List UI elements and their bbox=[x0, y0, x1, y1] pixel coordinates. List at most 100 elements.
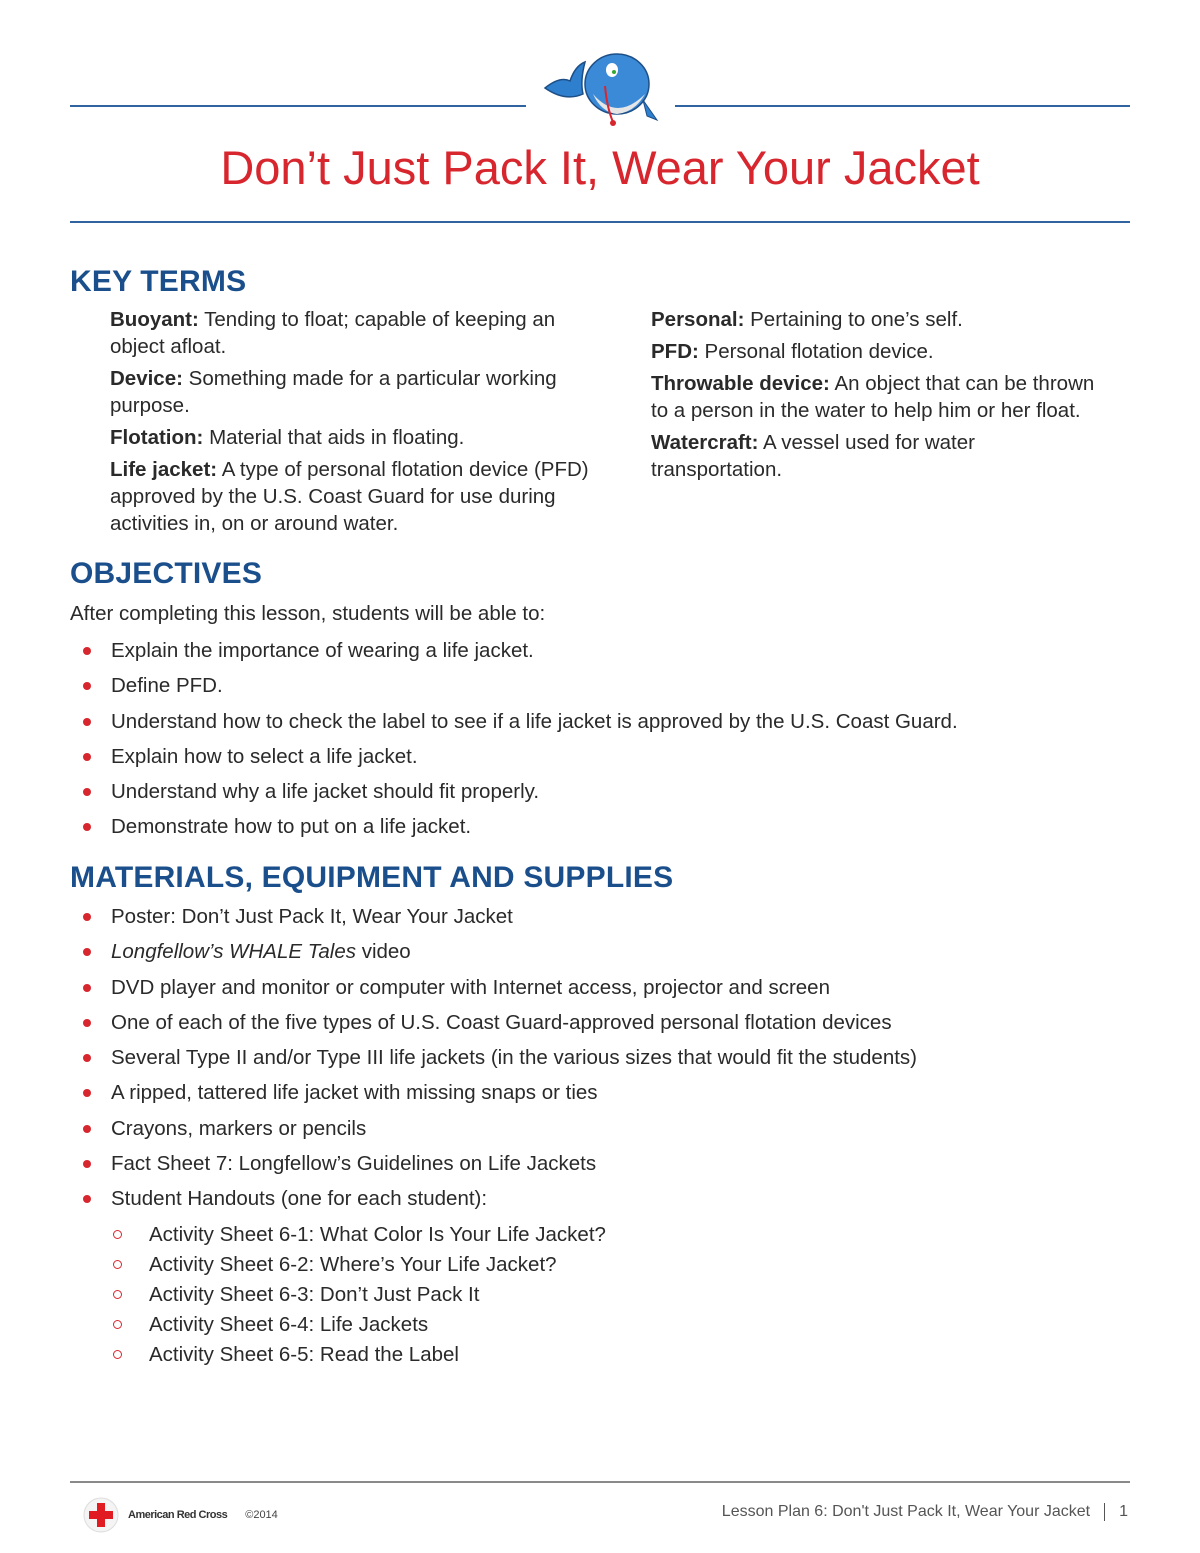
title-rule bbox=[70, 221, 1130, 223]
term-flotation: Flotation: Material that aids in floatin… bbox=[110, 424, 600, 451]
item-text: Explain how to select a life jacket. bbox=[111, 744, 418, 768]
red-cross-logo: American Red Cross ©2014 bbox=[82, 1496, 278, 1534]
term-pfd: PFD: Personal flotation device. bbox=[651, 338, 1101, 365]
video-title: Longfellow’s WHALE Tales bbox=[111, 940, 356, 964]
list-item: Longfellow’s WHALE Tales video bbox=[70, 938, 917, 973]
circle-bullet-icon bbox=[113, 1350, 122, 1359]
term-label: Personal: bbox=[651, 308, 745, 331]
term-label: Throwable device: bbox=[651, 372, 830, 395]
bullet-icon bbox=[83, 1054, 91, 1063]
copyright: ©2014 bbox=[245, 1509, 278, 1521]
bullet-icon bbox=[83, 788, 91, 797]
page-title: Don’t Just Pack It, Wear Your Jacket bbox=[220, 141, 980, 194]
whale-mascot-icon bbox=[543, 53, 659, 126]
red-cross-icon bbox=[83, 1497, 119, 1533]
term-def: A vessel used for water transportation. bbox=[651, 431, 975, 481]
term-def: Personal flotation device. bbox=[704, 340, 934, 363]
page-number: 1 bbox=[1119, 1503, 1128, 1521]
item-text: Crayons, markers or pencils bbox=[111, 1116, 367, 1140]
term-def: Tending to float; capable of keeping an … bbox=[110, 308, 556, 358]
term-label: Flotation: bbox=[110, 426, 204, 449]
key-terms-left: Buoyant: Tending to float; capable of ke… bbox=[110, 306, 600, 542]
item-text: Understand why a life jacket should fit … bbox=[111, 780, 540, 804]
term-throwable-device: Throwable device: An object that can be … bbox=[651, 370, 1101, 424]
term-personal: Personal: Pertaining to one’s self. bbox=[651, 306, 1101, 333]
term-life-jacket: Life jacket: A type of personal flotatio… bbox=[110, 456, 600, 537]
term-label: Device: bbox=[110, 367, 183, 390]
item-text: Poster: Don’t Just Pack It, Wear Your Ja… bbox=[111, 905, 513, 928]
list-item: A ripped, tattered life jacket with miss… bbox=[70, 1079, 917, 1114]
term-def: A type of personal flotation device (PFD… bbox=[110, 458, 589, 535]
header-rule-right bbox=[675, 105, 1130, 107]
objectives-list: Explain the importance of wearing a life… bbox=[70, 637, 958, 849]
list-item: Understand how to check the label to see… bbox=[70, 708, 958, 743]
materials-heading: MATERIALS, EQUIPMENT AND SUPPLIES bbox=[70, 861, 674, 894]
item-text: Activity Sheet 6-5: Read the Label bbox=[149, 1343, 459, 1366]
circle-bullet-icon bbox=[113, 1260, 122, 1269]
item-text: DVD player and monitor or computer with … bbox=[111, 975, 830, 999]
circle-bullet-icon bbox=[113, 1230, 122, 1239]
footer-lesson: Lesson Plan 6: Don't Just Pack It, Wear … bbox=[722, 1503, 1128, 1521]
term-label: Life jacket: bbox=[110, 458, 218, 481]
item-text: One of each of the five types of U.S. Co… bbox=[111, 1010, 892, 1034]
bullet-icon bbox=[83, 682, 91, 691]
lesson-title: Lesson Plan 6: Don't Just Pack It, Wear … bbox=[721, 1503, 1091, 1521]
item-text: Activity Sheet 6-3: Don’t Just Pack It bbox=[149, 1283, 480, 1306]
item-text: Activity Sheet 6-4: Life Jackets bbox=[149, 1313, 429, 1336]
list-item: Understand why a life jacket should fit … bbox=[70, 778, 958, 813]
term-watercraft: Watercraft: A vessel used for water tran… bbox=[651, 429, 1101, 483]
sub-list-item: Activity Sheet 6-4: Life Jackets bbox=[110, 1311, 606, 1341]
list-item: Crayons, markers or pencils bbox=[70, 1115, 917, 1150]
item-text: Fact Sheet 7: Longfellow’s Guidelines on… bbox=[111, 1152, 597, 1176]
item-text: Demonstrate how to put on a life jacket. bbox=[111, 815, 472, 839]
list-item: Explain how to select a life jacket. bbox=[70, 743, 958, 778]
list-item: Demonstrate how to put on a life jacket. bbox=[70, 813, 958, 848]
list-item: Student Handouts (one for each student): bbox=[70, 1185, 917, 1220]
sub-list-item: Activity Sheet 6-5: Read the Label bbox=[110, 1341, 606, 1371]
item-text: Student Handouts (one for each student): bbox=[111, 1187, 488, 1211]
header-rule-left bbox=[70, 105, 526, 107]
footer-rule bbox=[70, 1481, 1130, 1483]
bullet-icon bbox=[83, 752, 91, 761]
org-name: American Red Cross bbox=[128, 1509, 228, 1521]
materials-list: Poster: Don’t Just Pack It, Wear Your Ja… bbox=[70, 903, 917, 1221]
term-label: Buoyant: bbox=[110, 308, 199, 331]
bullet-icon bbox=[83, 983, 91, 992]
term-label: Watercraft: bbox=[651, 431, 759, 454]
bullet-icon bbox=[83, 948, 91, 957]
bullet-icon bbox=[83, 913, 91, 921]
term-def: An object that can be thrown to a person… bbox=[651, 372, 1095, 422]
bullet-icon bbox=[83, 1160, 91, 1169]
list-item: One of each of the five types of U.S. Co… bbox=[70, 1009, 917, 1044]
list-item: Poster: Don’t Just Pack It, Wear Your Ja… bbox=[70, 903, 917, 938]
sub-list-item: Activity Sheet 6-3: Don’t Just Pack It bbox=[110, 1281, 606, 1311]
item-text: Activity Sheet 6-1: What Color Is Your L… bbox=[149, 1223, 606, 1246]
sub-list-item: Activity Sheet 6-1: What Color Is Your L… bbox=[110, 1221, 606, 1251]
handouts-list: Activity Sheet 6-1: What Color Is Your L… bbox=[110, 1221, 606, 1371]
bullet-icon bbox=[83, 717, 91, 726]
key-terms-heading: KEY TERMS bbox=[70, 265, 247, 298]
term-buoyant: Buoyant: Tending to float; capable of ke… bbox=[110, 306, 600, 360]
sub-list-item: Activity Sheet 6-2: Where’s Your Life Ja… bbox=[110, 1251, 606, 1281]
item-text: Understand how to check the label to see… bbox=[111, 709, 958, 733]
bullet-icon bbox=[83, 1018, 91, 1027]
item-text: Explain the importance of wearing a life… bbox=[111, 639, 534, 662]
item-text: video bbox=[356, 940, 411, 964]
objectives-heading: OBJECTIVES bbox=[70, 557, 263, 590]
objectives-intro: After completing this lesson, students w… bbox=[70, 602, 546, 625]
term-def: Something made for a particular working … bbox=[110, 367, 557, 417]
term-def: Material that aids in floating. bbox=[209, 426, 465, 449]
key-terms-right: Personal: Pertaining to one’s self. PFD:… bbox=[651, 306, 1101, 488]
bullet-icon bbox=[83, 823, 91, 832]
term-def: Pertaining to one’s self. bbox=[750, 308, 963, 331]
list-item: Fact Sheet 7: Longfellow’s Guidelines on… bbox=[70, 1150, 917, 1185]
term-device: Device: Something made for a particular … bbox=[110, 365, 600, 419]
term-label: PFD: bbox=[651, 340, 699, 363]
bullet-icon bbox=[83, 1124, 91, 1133]
bullet-icon bbox=[83, 647, 91, 655]
item-text: A ripped, tattered life jacket with miss… bbox=[111, 1081, 598, 1105]
bullet-icon bbox=[83, 1195, 91, 1204]
item-text: Define PFD. bbox=[111, 674, 223, 698]
circle-bullet-icon bbox=[113, 1290, 122, 1299]
